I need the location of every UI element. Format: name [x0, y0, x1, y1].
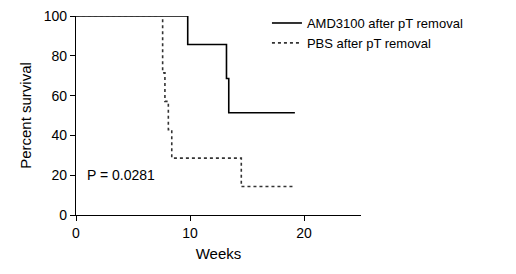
svg-text:0: 0: [72, 225, 80, 241]
svg-text:PBS after pT removal: PBS after pT removal: [307, 36, 431, 51]
svg-text:10: 10: [182, 225, 198, 241]
svg-text:40: 40: [51, 127, 67, 143]
svg-text:0: 0: [59, 207, 67, 223]
svg-text:P = 0.0281: P = 0.0281: [87, 167, 155, 183]
svg-text:Percent survival: Percent survival: [17, 62, 34, 169]
svg-text:100: 100: [44, 8, 68, 24]
svg-text:Weeks: Weeks: [196, 245, 242, 262]
svg-text:20: 20: [51, 167, 67, 183]
svg-text:60: 60: [51, 88, 67, 104]
svg-text:20: 20: [296, 225, 312, 241]
svg-text:80: 80: [51, 48, 67, 64]
svg-text:AMD3100 after pT removal: AMD3100 after pT removal: [307, 16, 463, 31]
